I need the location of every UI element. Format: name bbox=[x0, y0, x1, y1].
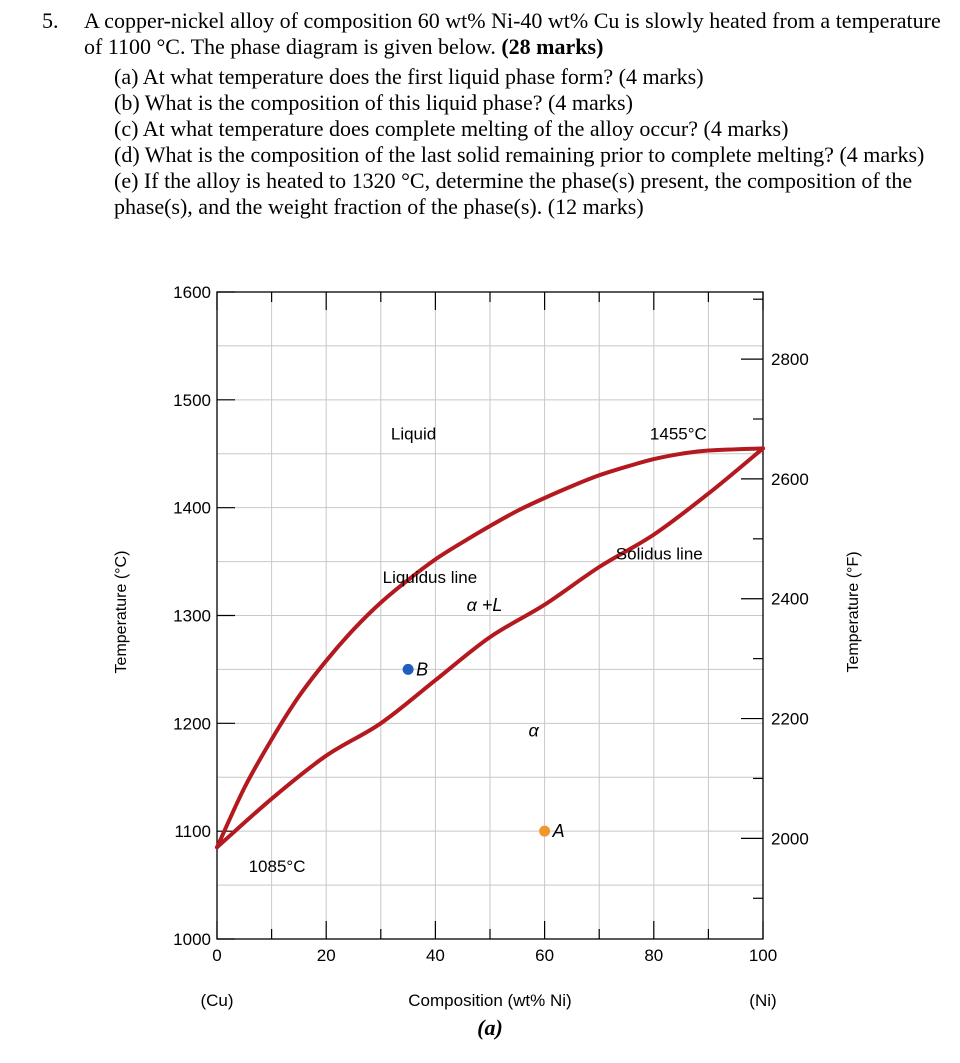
question-part-b: (b) What is the composition of this liqu… bbox=[114, 90, 633, 115]
figure-caption: (a) bbox=[477, 1015, 503, 1040]
x-tick-labels: 0 20 40 60 80 100 bbox=[212, 946, 777, 965]
x-axis-right-end-label: (Ni) bbox=[749, 991, 776, 1010]
y-right-tick-label-2600: 2600 bbox=[771, 470, 809, 489]
point-A-marker bbox=[539, 825, 551, 837]
x-axis-left-end-label: (Cu) bbox=[200, 991, 233, 1010]
y-tick-label-1200: 1200 bbox=[173, 714, 211, 733]
point-B-marker bbox=[402, 663, 414, 675]
annotations: Liquid 1455°C Solidus line Liquidus line α +… bbox=[249, 425, 707, 876]
y-right-axis-label: Temperature (°F) bbox=[845, 551, 862, 672]
y-right-tick-label-2400: 2400 bbox=[771, 590, 809, 609]
data-points: BA bbox=[402, 659, 565, 841]
annotation-1: 1455°C bbox=[650, 425, 707, 444]
y-tick-label-1000: 1000 bbox=[173, 930, 211, 949]
question-stem-marks: (28 marks) bbox=[501, 34, 604, 59]
point-B-label: B bbox=[416, 659, 428, 679]
y-axis-label: Temperature (°C) bbox=[113, 551, 130, 674]
grid-lines bbox=[217, 292, 763, 939]
y-right-tick-label-2800: 2800 bbox=[771, 350, 809, 369]
annotation-2: Solidus line bbox=[616, 544, 703, 563]
x-axis-label: Composition (wt% Ni) bbox=[408, 991, 571, 1010]
y-right-tick-labels: 2000 2200 2400 2600 2800 bbox=[771, 350, 809, 848]
phase-curves bbox=[215, 446, 765, 850]
question-parts: (a) At what temperature does the first l… bbox=[114, 64, 934, 220]
y-tick-label-1600: 1600 bbox=[173, 283, 211, 302]
y-right-tick-label-2200: 2200 bbox=[771, 710, 809, 729]
y-tick-label-1100: 1100 bbox=[174, 822, 211, 841]
question-part-c: (c) At what temperature does complete me… bbox=[114, 116, 789, 141]
x-tick-label-60: 60 bbox=[535, 946, 554, 965]
annotation-3: Liquidus line bbox=[383, 568, 478, 587]
question-part-e: (e) If the alloy is heated to 1320 °C, d… bbox=[114, 168, 913, 219]
x-tick-label-20: 20 bbox=[317, 946, 336, 965]
liquidus-line bbox=[215, 446, 765, 850]
question-part-a: (a) At what temperature does the first l… bbox=[114, 64, 704, 89]
annotation-4: α +L bbox=[467, 595, 503, 615]
annotation-5: α bbox=[529, 720, 540, 740]
point-A-label: A bbox=[552, 821, 565, 841]
x-tick-label-0: 0 bbox=[212, 946, 221, 965]
y-right-tick-label-2000: 2000 bbox=[771, 829, 809, 848]
annotation-6: 1085°C bbox=[249, 857, 306, 876]
solidus-line bbox=[215, 446, 765, 850]
y-tick-labels: 1000 1100 1200 1300 1400 1500 1600 bbox=[173, 283, 211, 949]
y-tick-label-1400: 1400 bbox=[173, 499, 211, 518]
plot-frame bbox=[216, 291, 764, 940]
annotation-0: Liquid bbox=[391, 425, 436, 444]
question-part-d: (d) What is the composition of the last … bbox=[114, 142, 925, 167]
x-tick-label-100: 100 bbox=[749, 946, 777, 965]
x-tick-label-40: 40 bbox=[426, 946, 445, 965]
question-stem-text: A copper-nickel alloy of composition 60 … bbox=[84, 8, 941, 59]
question-stem: A copper-nickel alloy of composition 60 … bbox=[84, 8, 944, 60]
y-tick-label-1300: 1300 bbox=[173, 607, 211, 626]
x-tick-label-80: 80 bbox=[644, 946, 663, 965]
question-number: 5. bbox=[42, 8, 59, 33]
y-tick-label-1500: 1500 bbox=[173, 391, 211, 410]
